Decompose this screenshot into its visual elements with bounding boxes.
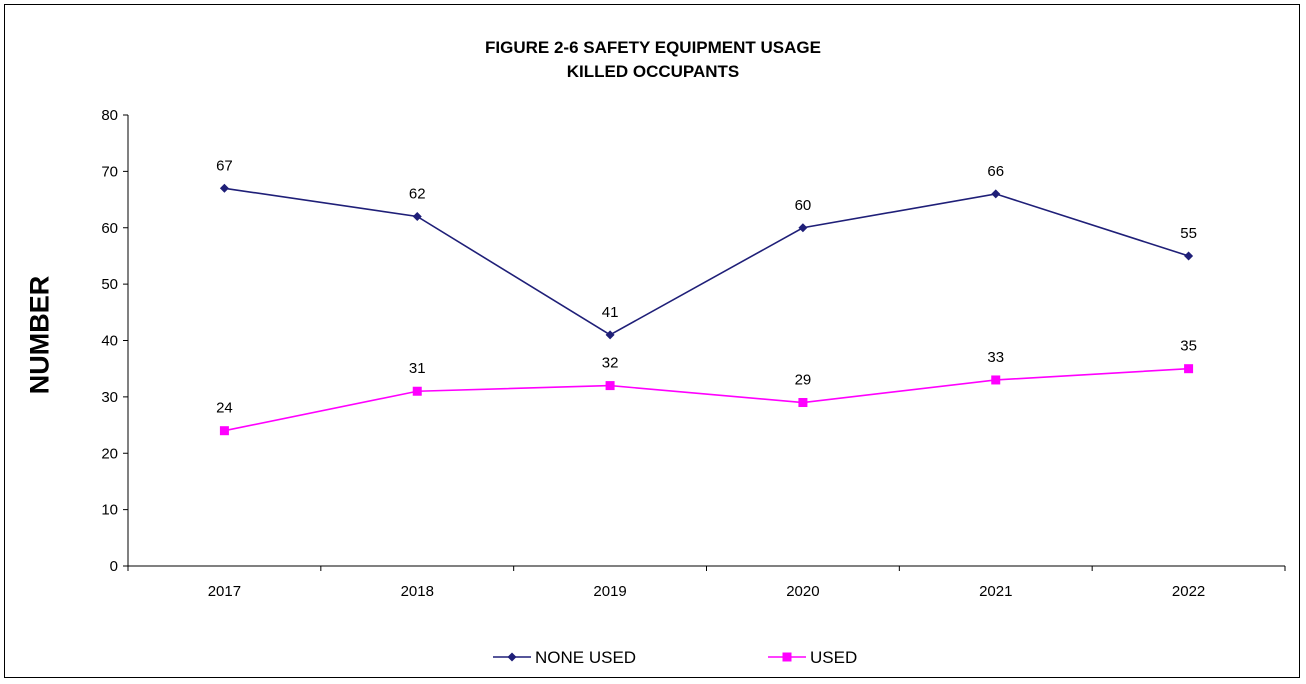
data-point-marker [219, 426, 229, 436]
x-tick-label: 2019 [593, 583, 626, 600]
y-tick-label: 20 [101, 445, 118, 462]
data-label: 35 [1180, 338, 1197, 355]
y-tick-label: 40 [101, 333, 118, 350]
x-tick-label: 2021 [979, 583, 1012, 600]
data-label: 29 [795, 372, 812, 389]
series-line-0 [224, 187, 1189, 336]
data-point-marker [412, 386, 422, 396]
data-point-marker [605, 330, 615, 340]
y-tick-label: 80 [101, 107, 118, 124]
data-point-marker [412, 211, 422, 221]
legend-label: NONE USED [535, 648, 636, 667]
data-label: 60 [795, 197, 812, 214]
data-point-marker [1184, 251, 1194, 261]
data-label: 62 [409, 185, 426, 202]
chart-subtitle: KILLED OCCUPANTS [566, 62, 740, 81]
data-label: 32 [602, 355, 619, 372]
legend-marker [507, 652, 517, 662]
data-label: 31 [409, 360, 426, 377]
data-label: 66 [987, 163, 1004, 180]
x-tick-label: 2020 [786, 583, 819, 600]
chart-title: FIGURE 2-6 SAFETY EQUIPMENT USAGE [485, 38, 821, 57]
data-point-marker [798, 223, 808, 233]
legend-label: USED [810, 648, 857, 667]
data-point-marker [219, 183, 229, 193]
data-label: 55 [1180, 225, 1197, 242]
y-tick-label: 50 [101, 276, 118, 293]
series-line-1 [224, 367, 1189, 432]
y-tick-label: 30 [101, 389, 118, 406]
data-point-marker [991, 375, 1001, 385]
data-point-marker [1184, 364, 1194, 374]
x-tick-label: 2017 [208, 583, 241, 600]
data-label: 41 [602, 304, 619, 321]
y-tick-label: 60 [101, 220, 118, 237]
data-label: 67 [216, 157, 233, 174]
data-label: 33 [987, 349, 1004, 366]
y-tick-label: 10 [101, 502, 118, 519]
data-point-marker [798, 398, 808, 408]
data-point-marker [605, 381, 615, 391]
data-point-marker [991, 189, 1001, 199]
x-tick-label: 2022 [1172, 583, 1205, 600]
data-label: 24 [216, 400, 233, 417]
y-tick-label: 0 [110, 558, 118, 575]
legend-marker [782, 652, 792, 662]
x-tick-label: 2018 [401, 583, 434, 600]
chart-title-block: FIGURE 2-6 SAFETY EQUIPMENT USAGE KILLED… [0, 36, 1306, 84]
y-tick-label: 70 [101, 163, 118, 180]
